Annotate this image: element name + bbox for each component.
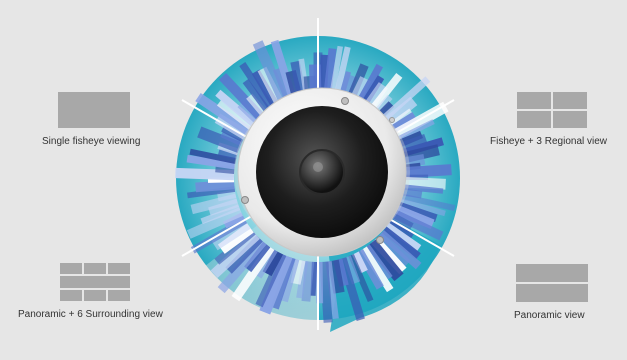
building — [381, 226, 421, 260]
building — [217, 238, 267, 294]
building — [401, 184, 444, 194]
building — [210, 231, 260, 278]
building — [296, 260, 309, 299]
building — [355, 249, 384, 290]
building — [216, 100, 254, 130]
mode-label: Panoramic + 6 Surrounding view — [18, 309, 163, 320]
building — [281, 258, 300, 303]
building — [392, 119, 435, 144]
building — [366, 239, 404, 282]
mode-label: Fisheye + 3 Regional view — [490, 136, 608, 147]
building — [329, 45, 344, 96]
building — [186, 154, 236, 170]
building — [195, 179, 235, 193]
single-pane-icon — [58, 92, 130, 128]
building — [186, 207, 243, 239]
building — [290, 60, 307, 97]
building — [244, 241, 271, 273]
building — [197, 126, 242, 154]
building — [211, 219, 251, 251]
mode-panoramic-6-surrounding[interactable]: Panoramic + 6 Surrounding view — [18, 263, 178, 323]
building — [231, 244, 275, 302]
building — [217, 148, 238, 160]
camera-icon — [234, 87, 410, 257]
building — [365, 244, 393, 280]
building — [384, 222, 422, 252]
building — [239, 62, 275, 111]
quad-pane-icon — [517, 92, 587, 128]
building — [225, 235, 263, 274]
building — [355, 63, 383, 107]
building — [259, 253, 293, 315]
building — [398, 197, 446, 217]
building — [255, 252, 287, 308]
building — [367, 72, 403, 115]
building — [255, 247, 278, 279]
building — [220, 131, 243, 147]
building — [315, 261, 324, 304]
dual-pane-icon — [516, 264, 588, 302]
mode-label: Single fisheye viewing — [42, 136, 141, 147]
building — [323, 48, 337, 95]
building — [399, 193, 456, 211]
building — [195, 93, 252, 136]
building — [189, 148, 237, 165]
building — [360, 246, 394, 293]
building — [246, 93, 268, 117]
building — [215, 89, 257, 127]
mode-fisheye-3-regional[interactable]: Fisheye + 3 Regional view — [488, 92, 618, 152]
building — [391, 209, 444, 241]
building — [389, 213, 414, 234]
building — [351, 251, 368, 274]
building — [333, 46, 351, 97]
building — [262, 249, 284, 277]
six-pane-icon — [60, 263, 130, 301]
mode-single-fisheye[interactable]: Single fisheye viewing — [40, 92, 150, 152]
building — [242, 78, 271, 113]
building — [237, 101, 261, 124]
building — [387, 218, 415, 240]
building — [218, 72, 265, 121]
mode-label: Panoramic view — [514, 310, 585, 321]
mode-panoramic[interactable]: Panoramic view — [510, 264, 600, 324]
